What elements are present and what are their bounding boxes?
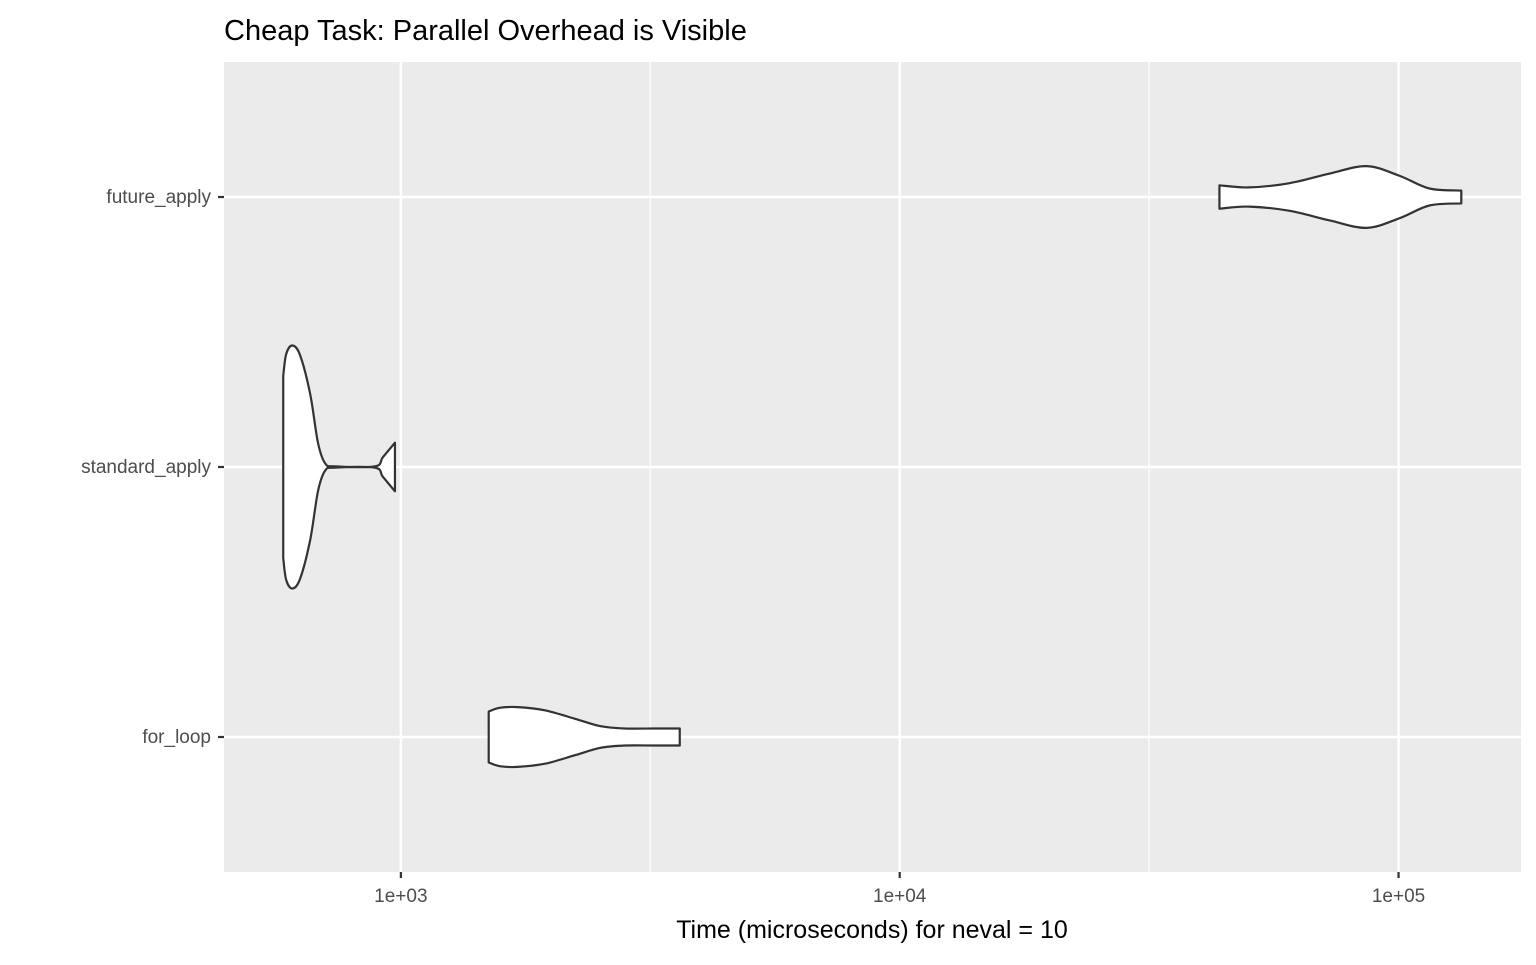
violins bbox=[282, 165, 1463, 769]
x-axis: 1e+03 1e+04 1e+05 bbox=[374, 872, 1425, 907]
x-tick-label: 1e+05 bbox=[1372, 886, 1425, 907]
x-tick-label: 1e+03 bbox=[374, 886, 427, 907]
x-axis-title: Time (microseconds) for neval = 10 bbox=[676, 916, 1068, 944]
x-tick-label: 1e+04 bbox=[873, 886, 927, 907]
y-axis: for_loop standard_apply future_apply bbox=[81, 187, 224, 748]
chart-title: Cheap Task: Parallel Overhead is Visible bbox=[224, 15, 747, 47]
y-tick-label: for_loop bbox=[142, 727, 211, 748]
violin-standard-apply bbox=[282, 344, 397, 590]
gridlines bbox=[224, 62, 1521, 872]
y-tick-label: future_apply bbox=[106, 187, 211, 208]
violin-for-loop bbox=[487, 705, 681, 769]
violin-future-apply bbox=[1218, 165, 1463, 229]
y-tick-label: standard_apply bbox=[81, 457, 211, 478]
